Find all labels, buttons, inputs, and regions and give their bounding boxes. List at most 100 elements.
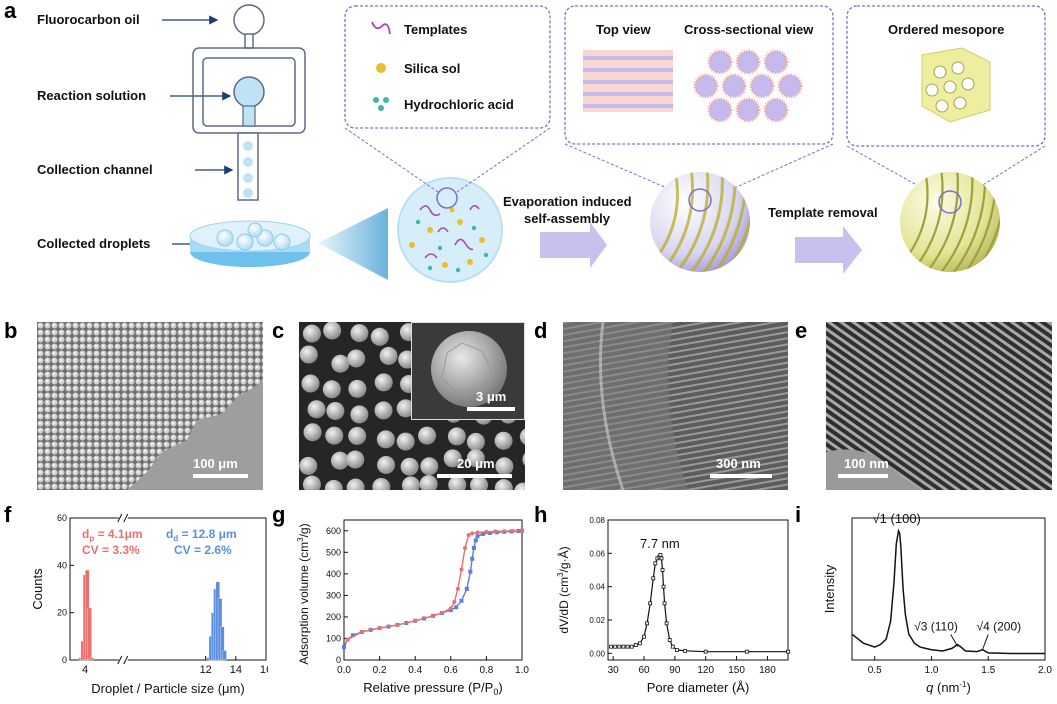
inset-scale-bar (467, 407, 515, 411)
micrograph-d: 300 nm (563, 322, 788, 490)
y-axis-label: Counts (30, 568, 45, 610)
inset-scale-label: 3 μm (476, 389, 507, 404)
axis-break-mark (123, 513, 129, 523)
legend-silica-sol: Silica sol (404, 61, 461, 76)
isotherm-marker (470, 531, 475, 536)
y-tick-label: 0.04 (589, 583, 605, 592)
y-tick-label: 0.08 (589, 516, 605, 525)
sem-particle (348, 426, 367, 445)
x-tick-label: 1.0 (515, 665, 529, 676)
y-tick-label: 60 (57, 513, 67, 523)
y-tick-label: 200 (326, 612, 341, 622)
isotherm-marker (455, 586, 460, 591)
sem-particle (323, 322, 342, 340)
axis-break-mark (117, 513, 123, 523)
label-evaporation-2: self-assembly (524, 211, 610, 226)
x-tick-label: 0.4 (408, 665, 422, 676)
isotherm-marker (473, 538, 478, 543)
axis-break-gap (118, 515, 128, 521)
peak-label-100: √1 (100) (873, 511, 921, 526)
sem-particle (419, 475, 438, 490)
pore-distribution-marker (637, 641, 642, 646)
isotherm-marker (487, 530, 492, 535)
pore-distribution-marker (658, 553, 663, 557)
sem-particle (346, 450, 365, 469)
pore-distribution-marker (744, 649, 749, 654)
sem-particle (396, 399, 415, 418)
pore-distribution-marker (642, 634, 646, 639)
sem-particle (522, 453, 525, 466)
isotherm-marker (480, 532, 485, 536)
micrograph-c: 3 μm 20 μm (299, 322, 525, 490)
sem-particle (374, 373, 393, 392)
sem-particle (396, 432, 415, 451)
x-axis-label: Relative pressure (P/P0) (363, 680, 502, 697)
isotherm-marker (470, 556, 475, 561)
isotherm-marker (377, 626, 382, 631)
sem-particle (372, 477, 391, 490)
label-collected-droplets: Collected droplets (37, 236, 151, 251)
histogram-bar (222, 650, 227, 661)
schematic-a (162, 4, 1046, 283)
pore-distribution-marker (670, 644, 675, 649)
pore-distribution-marker (661, 584, 666, 589)
legend-templates: Templates (404, 22, 468, 37)
x-axis-label: Pore diameter (Å) (647, 680, 750, 695)
axis-break-mark (123, 655, 129, 665)
label-fluorocarbon-oil: Fluorocarbon oil (37, 12, 140, 27)
isotherm-marker (511, 528, 516, 533)
x-tick-label: 1.5 (981, 665, 995, 676)
isotherm-marker (345, 637, 350, 642)
isotherm-marker (463, 546, 468, 550)
axis-break-mark (117, 655, 123, 665)
panel-label-f: f (4, 502, 12, 527)
pore-distribution-marker (648, 601, 653, 606)
label-reaction-solution: Reaction solution (37, 88, 147, 103)
isotherm-marker (475, 530, 480, 535)
histogram-bar (89, 657, 95, 661)
x-tick-label: 1.0 (925, 665, 939, 676)
chart-f-size-distribution: 4 12 14 16 0 20 40 60 Droplet / Particle size (μ… (30, 513, 268, 696)
x-tick-label: 0.0 (337, 665, 351, 676)
x-axis-label: Droplet / Particle size (μm) (91, 681, 244, 696)
y-tick-label: 400 (326, 569, 341, 579)
sem-particle (495, 457, 514, 476)
x-tick-label: 14 (230, 664, 242, 676)
isotherm-marker (493, 529, 498, 534)
cross-section-micelles (693, 49, 803, 123)
label-top-view: Top view (596, 22, 651, 37)
pore-distribution-marker (683, 648, 688, 653)
scale-label-e: 100 nm (844, 456, 889, 471)
sem-particle (307, 400, 326, 419)
peak-label-110: √3 (110) (914, 620, 958, 634)
sem-particle (494, 431, 513, 450)
x-tick-label: 4 (82, 664, 88, 676)
sem-particle (519, 428, 525, 445)
y-tick-label: 0.02 (589, 616, 605, 625)
isotherm-marker (448, 606, 453, 611)
isotherm-marker (459, 567, 464, 572)
isotherm-marker (464, 586, 469, 591)
tem-channels (826, 322, 1052, 490)
pore-distribution-marker (660, 568, 665, 572)
sem-particle (370, 327, 389, 346)
sem-particle (350, 324, 369, 343)
x-tick-label: 0.6 (444, 665, 458, 676)
x-tick-label: 16 (260, 664, 268, 676)
label-evaporation-1: Evaporation induced (503, 194, 632, 209)
isotherm-marker (459, 598, 464, 603)
panel-label-c: c (272, 318, 285, 343)
isotherm-marker (350, 633, 355, 638)
x-tick-label: 0.8 (479, 665, 493, 676)
isotherm-marker (342, 645, 346, 650)
pore-distribution-marker (651, 576, 656, 581)
top-view-lamellae (583, 50, 673, 112)
inset-particle (431, 331, 507, 407)
isotherm-line (347, 530, 523, 641)
y-tick-label: 600 (326, 526, 341, 536)
panel-label-e: e (795, 318, 808, 343)
label-collection-channel: Collection channel (37, 162, 153, 177)
x-tick-label: 150 (728, 665, 745, 676)
pore-distribution-marker (664, 621, 669, 626)
isotherm-marker (475, 534, 480, 539)
